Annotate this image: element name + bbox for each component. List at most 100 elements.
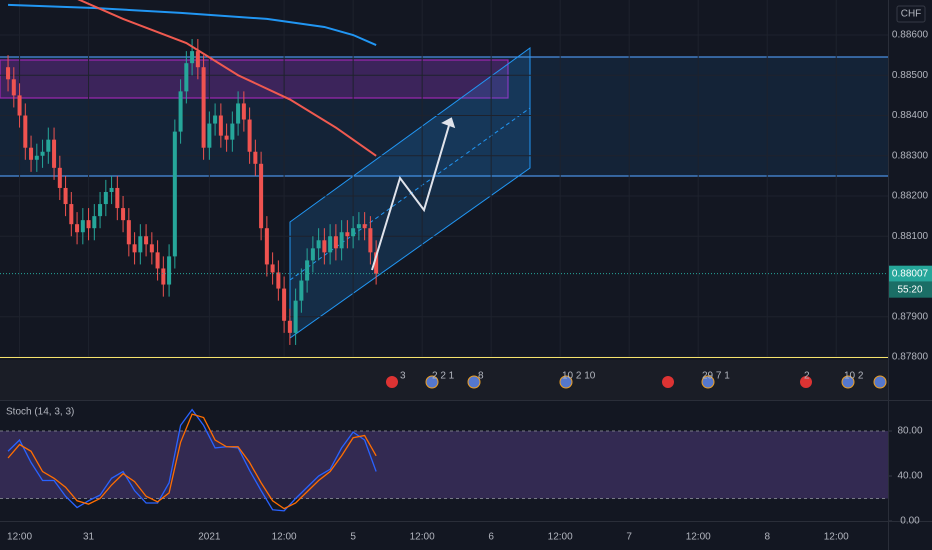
candle-body: [368, 228, 373, 253]
candle-body: [207, 123, 212, 148]
candle-body: [247, 119, 252, 152]
x-tick-label: 12:00: [686, 532, 711, 543]
event-icon: [701, 375, 715, 389]
y-tick-label: 0.88100: [892, 231, 929, 242]
candle-body: [138, 236, 143, 253]
candle-body: [161, 268, 166, 285]
countdown-tag: [889, 281, 932, 298]
y-tick-label: 0.88200: [892, 191, 929, 202]
x-tick-label: 31: [83, 532, 95, 543]
event-label: 8: [478, 371, 484, 382]
candle-body: [178, 91, 183, 132]
stoch-line: [7, 413, 377, 510]
moving-average: [77, 0, 377, 157]
candle-body: [75, 224, 80, 233]
candle-body: [230, 123, 235, 140]
candle-body: [103, 191, 108, 205]
event-icon: [386, 376, 398, 388]
y-tick-label: 0.88500: [892, 70, 929, 81]
candle-body: [80, 220, 85, 233]
x-tick-label: 12:00: [548, 532, 573, 543]
y-tick-label: 0.88400: [892, 110, 929, 121]
currency-box: [896, 5, 926, 23]
y-tick-label: 0.87800: [892, 352, 929, 363]
candle-body: [287, 320, 292, 333]
candle-body: [236, 103, 241, 124]
candle-body: [299, 280, 304, 301]
candle-body: [333, 236, 338, 249]
candle-body: [322, 240, 327, 253]
candle-body: [167, 256, 172, 285]
event-label: 10 2 10: [562, 371, 596, 382]
candle-body: [184, 63, 189, 92]
stoch-line: [7, 408, 377, 512]
candle-body: [115, 187, 120, 209]
moving-average: [8, 3, 377, 46]
stoch-band: [0, 431, 888, 499]
event-label: 10 2: [844, 371, 864, 382]
x-tick-label: 2021: [198, 532, 221, 543]
candle-body: [339, 232, 344, 249]
candle-body: [121, 208, 126, 221]
candle-body: [356, 224, 361, 229]
y-tick-label: 0.88300: [892, 150, 929, 161]
candle-body: [52, 139, 57, 168]
x-tick-label: 6: [488, 532, 494, 543]
countdown: 55:20: [897, 284, 922, 295]
candle-body: [253, 151, 258, 164]
price-pane: [0, 0, 888, 358]
x-tick-label: 8: [764, 532, 770, 543]
supply-zone: [0, 59, 509, 99]
candle-body: [316, 240, 321, 249]
indicator-title: Stoch (14, 3, 3): [6, 407, 74, 418]
candle-body: [293, 300, 298, 333]
candle-body: [17, 95, 22, 116]
candle-body: [328, 236, 333, 253]
event-label: 2 2 1: [432, 371, 455, 382]
candle-body: [149, 244, 154, 253]
candle-body: [241, 103, 246, 120]
candle-body: [34, 155, 39, 160]
event-icon: [873, 375, 887, 389]
candle-body: [190, 51, 195, 64]
candle-body: [98, 204, 103, 217]
arrow-head: [441, 117, 456, 129]
candle-body: [144, 236, 149, 245]
candle-body: [46, 139, 51, 152]
candle-body: [201, 67, 206, 148]
candle-body: [282, 288, 287, 321]
candle-body: [23, 115, 28, 148]
candle-body: [345, 232, 350, 237]
event-icon: [467, 375, 481, 389]
candle-body: [172, 131, 177, 257]
candle-body: [351, 228, 356, 237]
candle-body: [11, 79, 16, 96]
candle-body: [264, 228, 269, 265]
candle-body: [155, 252, 160, 269]
y-tick-label: 0.00: [900, 516, 920, 527]
x-tick-label: 12:00: [7, 532, 32, 543]
candle-body: [109, 187, 114, 192]
price-tag: [889, 265, 932, 282]
candle-body: [69, 204, 74, 225]
candle-body: [57, 167, 62, 188]
price-tag-label: 0.88007: [892, 268, 929, 279]
candle-body: [92, 216, 97, 229]
y-tick-label: 80.00: [897, 426, 922, 437]
x-tick-label: 12:00: [824, 532, 849, 543]
events-strip: [0, 360, 888, 400]
candle-body: [86, 220, 91, 229]
candle-body: [276, 272, 281, 289]
event-icon: [800, 376, 812, 388]
event-icon: [559, 375, 573, 389]
candle-body: [213, 115, 218, 124]
candle-body: [374, 252, 379, 274]
event-label: 2: [804, 371, 810, 382]
candle-body: [40, 151, 45, 156]
y-tick-label: 0.88600: [892, 30, 929, 41]
candle-body: [132, 244, 137, 253]
currency: CHF: [901, 9, 922, 20]
x-tick-label: 12:00: [272, 532, 297, 543]
